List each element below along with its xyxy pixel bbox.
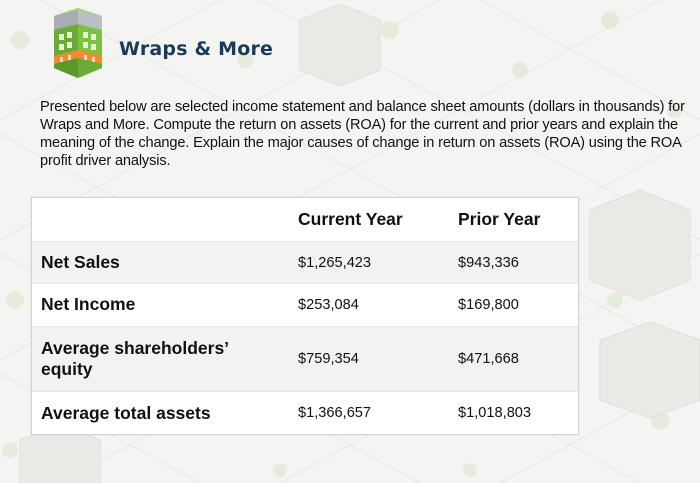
prior-year-value: $169,800 [458,283,578,327]
table-row: Average total assets $1,366,657 $1,018,8… [32,391,578,434]
table-row: Average shareholders’ equity $759,354 $4… [32,326,578,392]
building-icon [54,8,102,78]
table-row: Net Sales $1,265,423 $943,336 [32,241,578,284]
problem-description: Presented below are selected income stat… [40,99,685,169]
table-header-row: Current Year Prior Year [32,198,578,242]
column-header-prior-year: Prior Year [458,198,578,242]
row-label: Net Income [32,283,298,327]
current-year-value: $253,084 [298,283,458,327]
prior-year-value: $471,668 [458,326,578,392]
row-label: Net Sales [32,241,298,284]
prior-year-value: $943,336 [458,241,578,284]
current-year-value: $759,354 [298,326,458,392]
current-year-value: $1,366,657 [298,391,458,434]
column-header-label [32,198,298,242]
column-header-current-year: Current Year [298,198,458,242]
page-title: Wraps & More [119,38,274,60]
prior-year-value: $1,018,803 [458,391,578,434]
table-row: Net Income $253,084 $169,800 [32,283,578,327]
current-year-value: $1,265,423 [298,241,458,284]
row-label: Average total assets [32,391,298,434]
row-label: Average shareholders’ equity [32,326,298,392]
financial-table: Current Year Prior Year Net Sales $1,265… [31,197,579,435]
